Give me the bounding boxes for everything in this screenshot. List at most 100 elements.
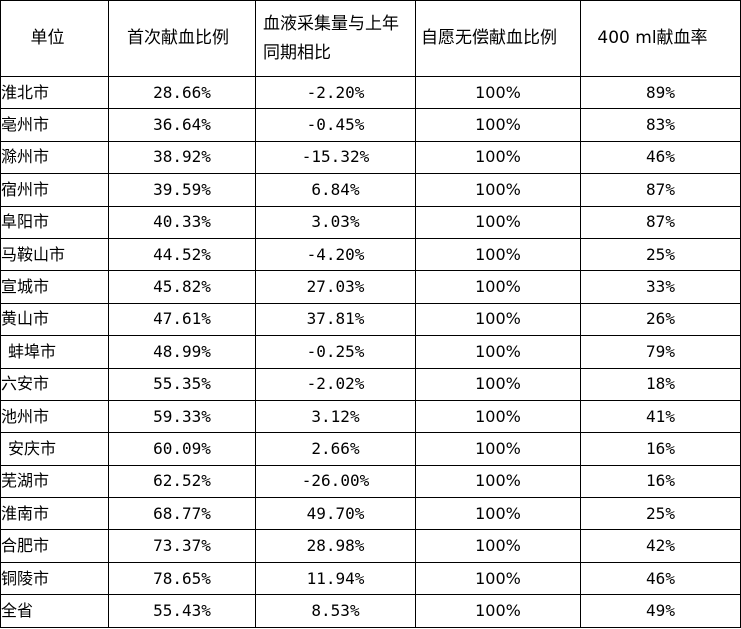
header-collection-change: 血液采集量与上年同期相比 (255, 0, 416, 77)
collection-change-cell: 2.66% (255, 432, 416, 466)
city-cell: 安庆市 (0, 432, 109, 466)
voluntary-ratio-cell: 100% (415, 367, 581, 401)
first-time-ratio-cell: 73.37% (108, 529, 256, 563)
collection-change-cell: 49.70% (255, 497, 416, 531)
city-cell: 合肥市 (0, 529, 109, 563)
header-400ml-rate: 400 ml献血率 (580, 0, 741, 77)
city-cell: 全省 (0, 594, 109, 628)
voluntary-ratio-cell: 100% (415, 432, 581, 466)
table-row: 黄山市 47.61% 37.81% 100% 26% (0, 302, 741, 337)
first-time-ratio-cell: 78.65% (108, 561, 256, 596)
city-cell: 马鞍山市 (0, 237, 109, 272)
first-time-ratio-cell: 44.52% (108, 237, 256, 272)
table-row: 淮北市 28.66% -2.20% 100% 89% (0, 75, 741, 110)
rate-400ml-cell: 46% (580, 140, 741, 175)
table-row: 宣城市 45.82% 27.03% 100% 33% (0, 270, 741, 304)
rate-400ml-cell: 41% (580, 399, 741, 434)
rate-400ml-cell: 83% (580, 108, 741, 142)
first-time-ratio-cell: 40.33% (108, 205, 256, 239)
rate-400ml-cell: 16% (580, 432, 741, 466)
header-voluntary-ratio: 自愿无偿献血比例 (415, 0, 581, 77)
voluntary-ratio-cell: 100% (415, 270, 581, 304)
rate-400ml-cell: 89% (580, 75, 741, 110)
collection-change-cell: -0.25% (255, 335, 416, 369)
table-row: 淮南市 68.77% 49.70% 100% 25% (0, 497, 741, 531)
voluntary-ratio-cell: 100% (415, 108, 581, 142)
collection-change-cell: -2.02% (255, 367, 416, 401)
table-row: 宿州市 39.59% 6.84% 100% 87% (0, 173, 741, 207)
collection-change-cell: -15.32% (255, 140, 416, 175)
voluntary-ratio-cell: 100% (415, 75, 581, 110)
collection-change-cell: 37.81% (255, 302, 416, 337)
first-time-ratio-cell: 38.92% (108, 140, 256, 175)
voluntary-ratio-cell: 100% (415, 335, 581, 369)
table-row: 合肥市 73.37% 28.98% 100% 42% (0, 529, 741, 563)
voluntary-ratio-cell: 100% (415, 594, 581, 628)
voluntary-ratio-cell: 100% (415, 561, 581, 596)
voluntary-ratio-cell: 100% (415, 497, 581, 531)
city-cell: 池州市 (0, 399, 109, 434)
city-cell: 六安市 (0, 367, 109, 401)
first-time-ratio-cell: 55.35% (108, 367, 256, 401)
voluntary-ratio-cell: 100% (415, 399, 581, 434)
collection-change-cell: 3.03% (255, 205, 416, 239)
collection-change-cell: -4.20% (255, 237, 416, 272)
header-unit: 单位 (0, 0, 109, 77)
rate-400ml-cell: 87% (580, 173, 741, 207)
rate-400ml-cell: 33% (580, 270, 741, 304)
collection-change-cell: -26.00% (255, 464, 416, 499)
first-time-ratio-cell: 28.66% (108, 75, 256, 110)
city-cell: 芜湖市 (0, 464, 109, 499)
voluntary-ratio-cell: 100% (415, 173, 581, 207)
first-time-ratio-cell: 62.52% (108, 464, 256, 499)
first-time-ratio-cell: 39.59% (108, 173, 256, 207)
table-row: 全省 55.43% 8.53% 100% 49% (0, 594, 741, 628)
table-row: 安庆市 60.09% 2.66% 100% 16% (0, 432, 741, 466)
rate-400ml-cell: 25% (580, 237, 741, 272)
first-time-ratio-cell: 68.77% (108, 497, 256, 531)
header-first-time-ratio: 首次献血比例 (108, 0, 256, 77)
rate-400ml-cell: 49% (580, 594, 741, 628)
voluntary-ratio-cell: 100% (415, 464, 581, 499)
first-time-ratio-cell: 55.43% (108, 594, 256, 628)
collection-change-cell: 3.12% (255, 399, 416, 434)
table-row: 蚌埠市 48.99% -0.25% 100% 79% (0, 335, 741, 369)
first-time-ratio-cell: 59.33% (108, 399, 256, 434)
voluntary-ratio-cell: 100% (415, 237, 581, 272)
city-cell: 铜陵市 (0, 561, 109, 596)
table-row: 六安市 55.35% -2.02% 100% 18% (0, 367, 741, 401)
voluntary-ratio-cell: 100% (415, 140, 581, 175)
header-row: 单位 首次献血比例 血液采集量与上年同期相比 自愿无偿献血比例 400 ml献血… (0, 0, 741, 77)
first-time-ratio-cell: 36.64% (108, 108, 256, 142)
city-cell: 淮北市 (0, 75, 109, 110)
rate-400ml-cell: 18% (580, 367, 741, 401)
collection-change-cell: -0.45% (255, 108, 416, 142)
voluntary-ratio-cell: 100% (415, 302, 581, 337)
table-row: 滁州市 38.92% -15.32% 100% 46% (0, 140, 741, 175)
rate-400ml-cell: 16% (580, 464, 741, 499)
table-row: 池州市 59.33% 3.12% 100% 41% (0, 399, 741, 434)
first-time-ratio-cell: 45.82% (108, 270, 256, 304)
table-row: 铜陵市 78.65% 11.94% 100% 46% (0, 561, 741, 596)
first-time-ratio-cell: 60.09% (108, 432, 256, 466)
city-cell: 滁州市 (0, 140, 109, 175)
voluntary-ratio-cell: 100% (415, 205, 581, 239)
city-cell: 蚌埠市 (0, 335, 109, 369)
first-time-ratio-cell: 48.99% (108, 335, 256, 369)
collection-change-cell: -2.20% (255, 75, 416, 110)
rate-400ml-cell: 87% (580, 205, 741, 239)
table-row: 马鞍山市 44.52% -4.20% 100% 25% (0, 237, 741, 272)
collection-change-cell: 8.53% (255, 594, 416, 628)
rate-400ml-cell: 79% (580, 335, 741, 369)
table-row: 芜湖市 62.52% -26.00% 100% 16% (0, 464, 741, 499)
collection-change-cell: 27.03% (255, 270, 416, 304)
rate-400ml-cell: 46% (580, 561, 741, 596)
city-cell: 亳州市 (0, 108, 109, 142)
city-cell: 淮南市 (0, 497, 109, 531)
city-cell: 黄山市 (0, 302, 109, 337)
voluntary-ratio-cell: 100% (415, 529, 581, 563)
table-row: 阜阳市 40.33% 3.03% 100% 87% (0, 205, 741, 239)
city-cell: 宣城市 (0, 270, 109, 304)
